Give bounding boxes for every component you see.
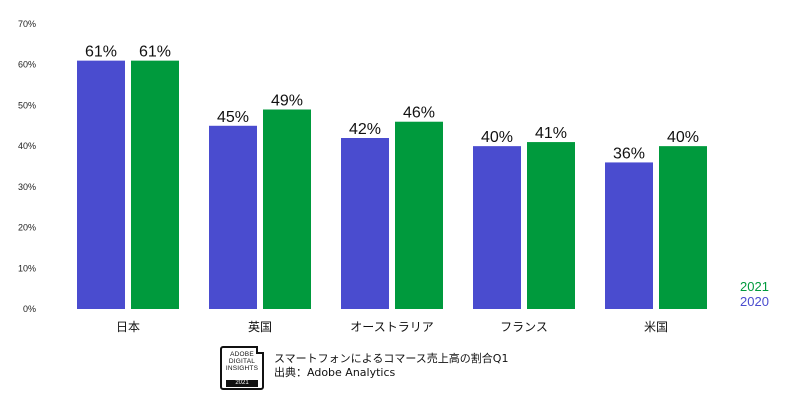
data-label: 61% <box>139 44 171 61</box>
data-label: 36% <box>613 145 645 162</box>
badge-year: 2021 <box>226 380 258 387</box>
bar-2020 <box>209 125 257 310</box>
adobe-digital-insights-logo: ADOBE DIGITAL INSIGHTS 2021 <box>220 346 264 390</box>
data-label: 40% <box>481 129 513 146</box>
y-tick-label: 10% <box>18 263 36 273</box>
y-axis: 0% 10% 20% 30% 40% 50% 60% 70% <box>18 19 36 314</box>
x-axis: 日本 英国 オーストラリア フランス 米国 <box>116 320 668 334</box>
data-label: 61% <box>85 44 117 61</box>
bar-2020 <box>605 162 653 309</box>
footer: ADOBE DIGITAL INSIGHTS 2021 スマートフォンによるコマ… <box>220 346 508 394</box>
y-tick-label: 20% <box>18 223 36 233</box>
footer-text: スマートフォンによるコマース売上高の割合Q1 出典：Adobe Analytic… <box>274 352 508 380</box>
chart-caption: スマートフォンによるコマース売上高の割合Q1 <box>274 352 509 365</box>
bar-2021 <box>263 109 311 309</box>
y-tick-label: 40% <box>18 141 36 151</box>
bar-2021 <box>395 121 443 309</box>
bars <box>77 60 707 310</box>
bar-2020 <box>473 146 521 309</box>
y-tick-label: 50% <box>18 100 36 110</box>
source-note: 出典：Adobe Analytics <box>274 366 396 379</box>
legend-entry-2020: 2020 <box>740 294 769 309</box>
badge-line: ADOBE <box>230 351 254 358</box>
badge-line: INSIGHTS <box>225 365 259 372</box>
data-label: 45% <box>217 109 249 126</box>
x-tick-label: フランス <box>500 320 548 334</box>
y-tick-label: 30% <box>18 182 36 192</box>
x-tick-label: オーストラリア <box>350 320 433 334</box>
data-label: 41% <box>535 125 567 142</box>
x-tick-label: 日本 <box>116 320 140 334</box>
bar-2021 <box>131 60 179 310</box>
data-label: 40% <box>667 129 699 146</box>
data-label: 49% <box>271 93 303 110</box>
badge-line: DIGITAL <box>228 358 256 365</box>
y-tick-label: 70% <box>18 19 36 29</box>
bar-2020 <box>341 138 389 309</box>
data-label: 42% <box>349 121 381 138</box>
bar-2021 <box>659 146 707 309</box>
y-tick-label: 0% <box>23 304 36 314</box>
bar-2020 <box>77 60 125 310</box>
legend-entry-2021: 2021 <box>740 279 769 294</box>
y-tick-label: 60% <box>18 60 36 70</box>
x-tick-label: 英国 <box>248 320 272 334</box>
data-label: 46% <box>403 105 435 122</box>
data-labels: 61% 61% 45% 49% 42% 46% 40% 41% 36% 40% <box>85 44 699 163</box>
x-tick-label: 米国 <box>644 320 668 334</box>
bar-2021 <box>527 142 575 309</box>
